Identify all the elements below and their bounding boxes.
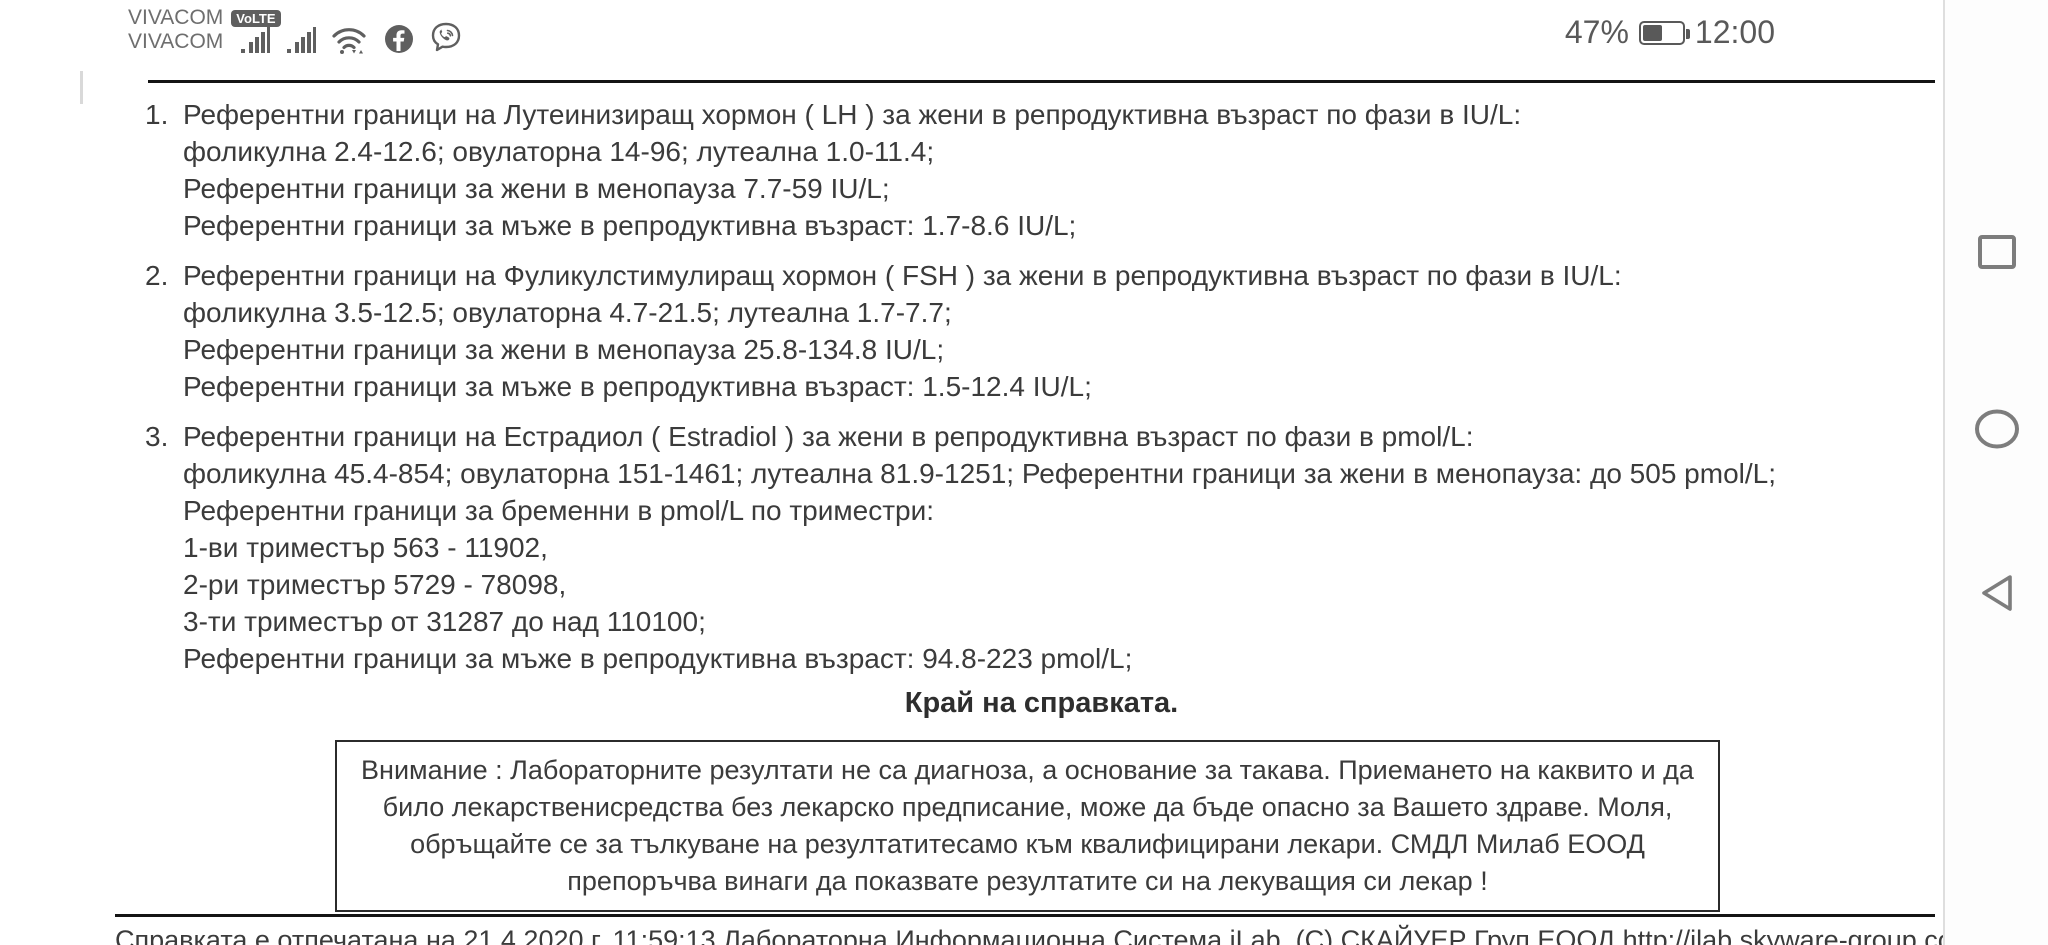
reference-ranges-list: 1. Референтни граници на Лутеинизиращ хо… [145,96,1935,690]
list-number: 3. [145,421,169,452]
list-item-estradiol: 3. Референтни граници на Естрадиол ( Est… [145,418,1935,677]
signal-strength-icon [240,26,270,59]
reference-line: 3-ти триместър от 31287 до над 110100; [183,606,706,637]
recents-button[interactable] [1945,214,2048,294]
reference-line: 1-ви триместър 563 - 11902, [183,532,548,563]
page-edge-mark [80,71,83,104]
status-bar: VIVACOM VoLTE VIVACOM [0,0,1943,64]
reference-line: Референтни граници за жени в менопауза 7… [183,173,890,204]
list-item-fsh: 2. Референтни граници на Фуликулстимулир… [145,257,1935,405]
warning-box: Внимание : Лабораторните резултати не са… [335,740,1720,912]
viber-icon [430,22,462,59]
report-footer: Справката е отпечатана на 21.4.2020 г. 1… [115,925,1976,945]
reference-line: Референтни граници на Фуликулстимулиращ … [183,260,1622,291]
reference-line: фоликулна 3.5-12.5; овулаторна 4.7-21.5;… [183,297,952,328]
reference-line: фоликулна 2.4-12.6; овулаторна 14-96; лу… [183,136,935,167]
signal-strength-icon [286,26,316,59]
back-triangle-icon [1977,573,2017,618]
end-of-report-label: Край на справката. [904,687,1179,719]
clock-label: 12:00 [1694,14,1775,50]
reference-line: Референтни граници на Лутеинизиращ хормо… [183,99,1522,130]
warning-text: Внимание : Лабораторните резултати не са… [361,755,1694,896]
android-nav-bar [1945,0,2048,945]
reference-line: Референтни граници за бременни в pmol/L … [183,495,935,526]
top-rule [148,80,1935,83]
carrier-name-sim2: VIVACOM [128,30,224,53]
battery-icon [1638,20,1690,45]
facebook-icon [384,24,414,59]
home-circle-icon [1974,409,2020,454]
reference-line: Референтни граници за мъже в репродуктив… [183,210,1077,241]
wifi-icon [332,26,368,59]
reference-line: Референтни граници за мъже в репродуктив… [183,371,1092,402]
volte-badge: VoLTE [231,9,281,27]
reference-line: Референтни граници за мъже в репродуктив… [183,643,1133,674]
reference-line: Референтни граници за жени в менопауза 2… [183,334,945,365]
battery-percent-label: 47% [1564,14,1629,50]
list-item-lh: 1. Референтни граници на Лутеинизиращ хо… [145,96,1935,244]
carrier-name-sim1: VIVACOM [128,6,224,29]
reference-line: 2-ри триместър 5729 - 78098, [183,569,567,600]
reference-line: Референтни граници на Естрадиол ( Estrad… [183,421,1474,452]
home-button[interactable] [1945,391,2048,471]
navbar-separator [1943,0,1945,945]
list-number: 2. [145,260,169,291]
recents-square-icon [1977,234,2017,275]
back-button[interactable] [1945,555,2048,635]
status-icons [240,22,462,59]
carrier-block: VIVACOM VoLTE VIVACOM [128,6,281,54]
bottom-rule [115,914,1935,917]
status-right-block: 47% 12:00 [1565,14,1775,51]
reference-line: фоликулна 45.4-854; овулаторна 151-1461;… [183,458,1776,489]
list-number: 1. [145,99,169,130]
